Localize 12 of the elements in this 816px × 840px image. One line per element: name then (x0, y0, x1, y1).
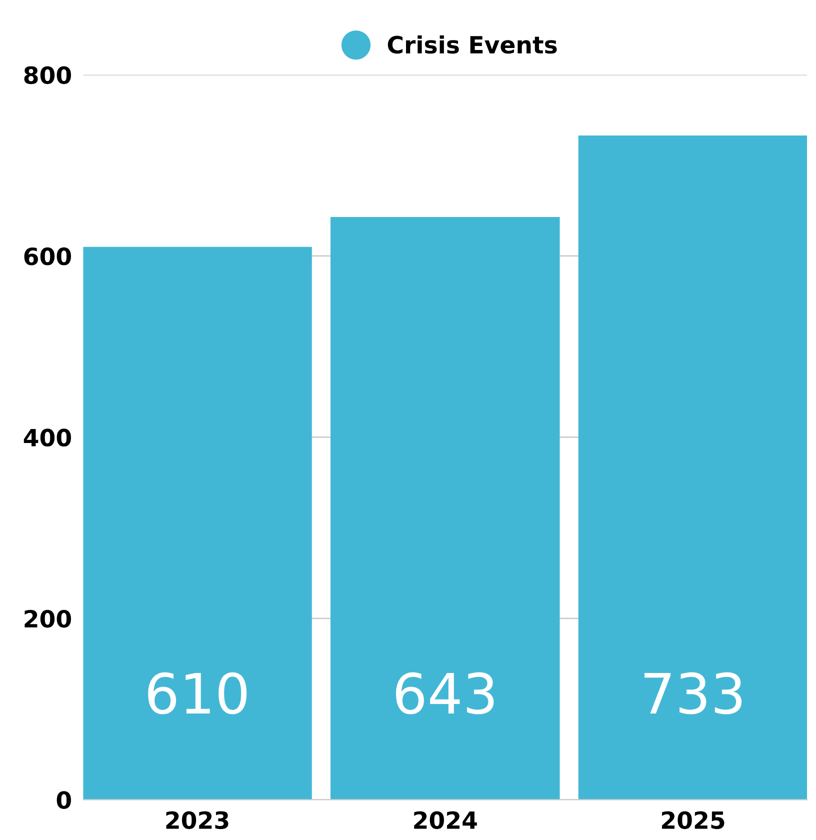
x-tick-label: 2024 (414, 811, 477, 830)
y-tick-label: 400 (24, 428, 71, 447)
data-label: 610 (148, 672, 247, 714)
y-tick-label: 200 (24, 610, 71, 628)
y-tick-label: 0 (56, 791, 71, 809)
data-label: 733 (644, 672, 742, 714)
y-tick-label: 600 (24, 247, 71, 266)
data-label: 643 (396, 672, 494, 714)
x-tick-label: 2025 (662, 811, 724, 830)
y-tick-label: 800 (24, 66, 71, 84)
x-tick-label: 2023 (166, 811, 228, 830)
legend-label: Crisis Events (388, 35, 557, 54)
